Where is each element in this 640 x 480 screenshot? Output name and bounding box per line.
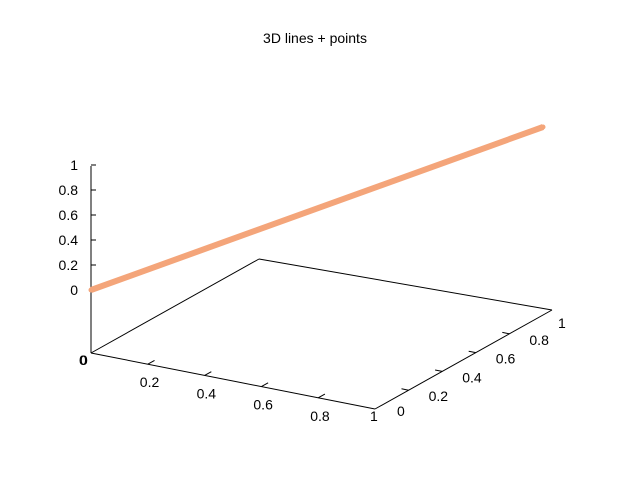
base-frame [90, 166, 553, 410]
z-tick-label: 0 [70, 282, 78, 298]
z-tick-label: 0.4 [59, 232, 79, 248]
z-tick-label: 1 [70, 157, 78, 173]
z-ticks: 0 0.2 0.4 0.6 0.8 1 0 [59, 157, 96, 368]
x-tick-label: 0 [80, 352, 88, 368]
y-tick-label: 0.4 [462, 369, 482, 385]
y-tick-label: 0.2 [429, 388, 449, 404]
y-axis-line [374, 309, 553, 410]
series-line [89, 124, 545, 293]
x-axis-line [90, 352, 376, 410]
origin-label: 0 [79, 352, 87, 368]
back-x-edge [258, 258, 553, 311]
z-tick-label: 0.2 [59, 257, 79, 273]
x-tick-label: 0.6 [253, 397, 273, 413]
x-tick-mark [147, 360, 155, 365]
z-tick-label: 0.8 [59, 182, 79, 198]
x-tick-mark [261, 382, 269, 388]
x-tick-label: 1 [370, 408, 378, 424]
series-point [540, 124, 546, 130]
x-tick-mark [204, 371, 212, 376]
back-y-edge [90, 258, 260, 354]
y-tick-label: 0 [397, 403, 405, 419]
chart-title: 3D lines + points [263, 30, 367, 46]
y-tick-label: 0.6 [496, 351, 516, 367]
x-ticks: 0 0.2 0.4 0.6 0.8 1 [80, 352, 378, 424]
y-tick-mark [435, 369, 443, 372]
y-tick-mark [468, 350, 476, 354]
series-point [88, 287, 94, 293]
x-tick-label: 0.2 [140, 374, 160, 390]
y-ticks: 0 0.2 0.4 0.6 0.8 1 [397, 315, 566, 419]
x-tick-label: 0.8 [310, 408, 330, 424]
y-tick-label: 1 [558, 315, 566, 331]
z-tick-label: 0.6 [59, 207, 79, 223]
y-tick-label: 0.8 [529, 332, 549, 348]
series-layer [88, 124, 546, 293]
x-tick-mark [317, 393, 326, 399]
y-tick-mark [502, 331, 510, 335]
y-tick-mark [401, 388, 409, 391]
x-tick-label: 0.4 [197, 385, 217, 401]
